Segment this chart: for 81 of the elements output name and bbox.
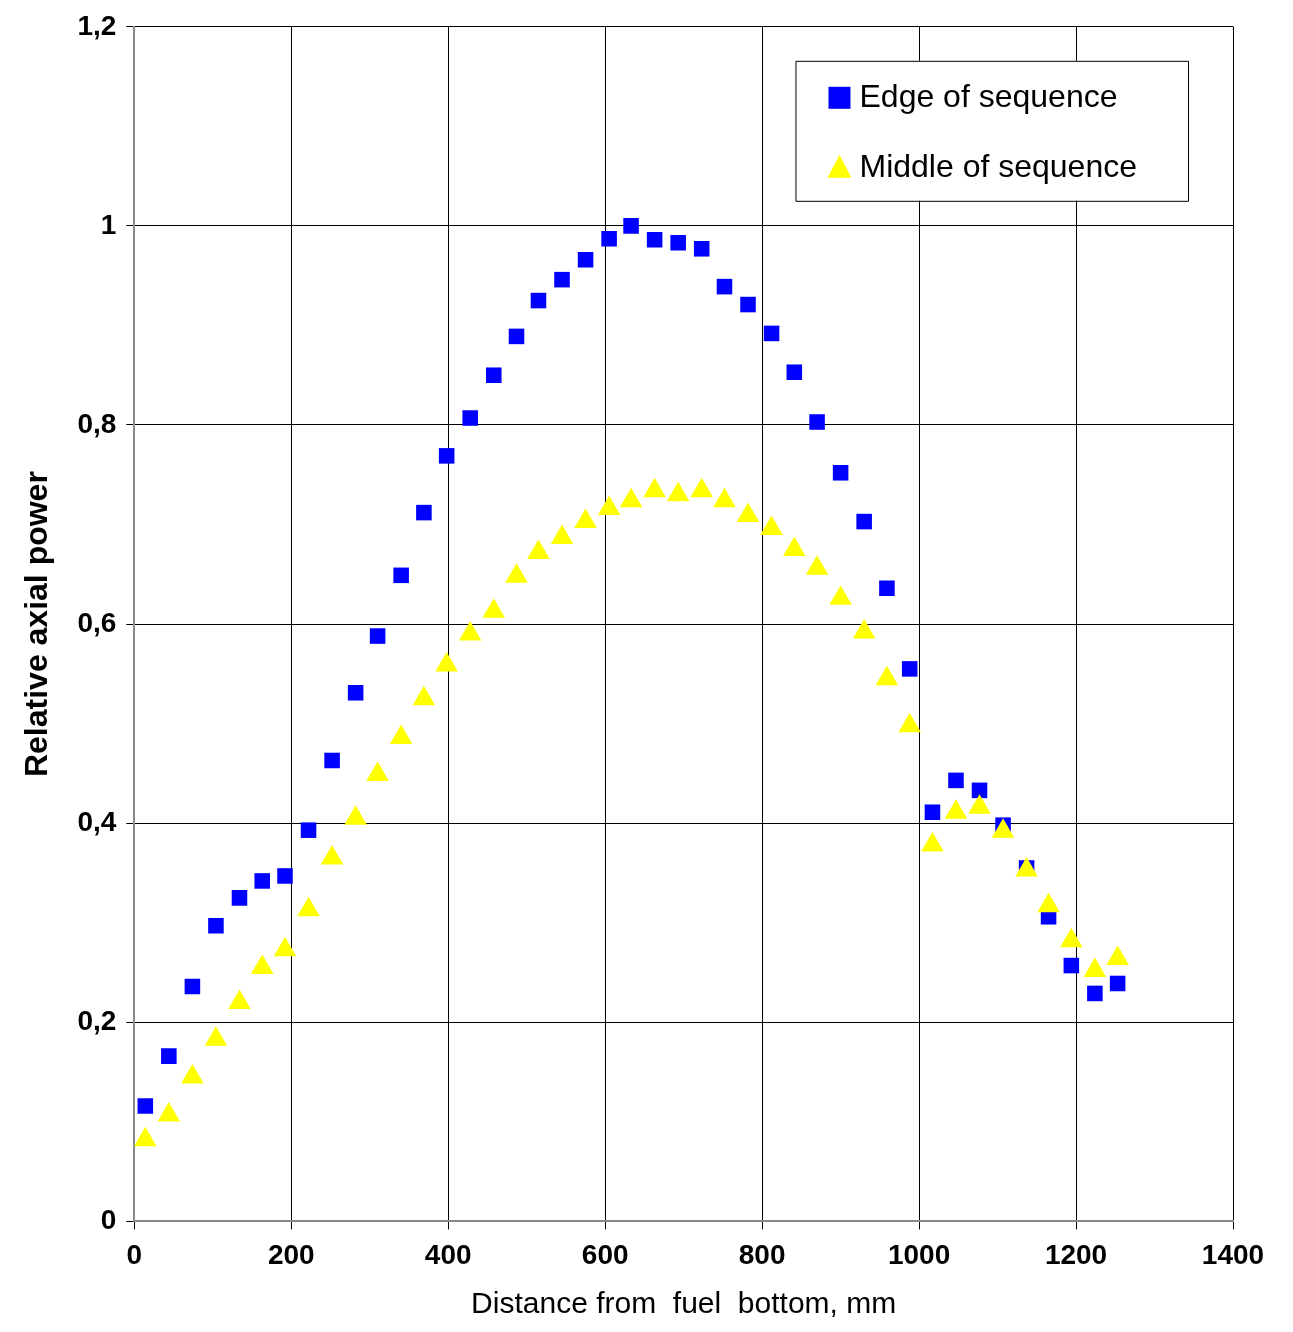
point	[273, 936, 297, 957]
legend-label: Middle of sequence	[859, 147, 1137, 184]
point	[852, 619, 876, 639]
point	[856, 513, 872, 530]
point	[574, 508, 597, 529]
y-tick-label: 1,2	[77, 9, 117, 41]
point	[646, 232, 663, 248]
point	[666, 481, 690, 502]
point	[416, 504, 432, 521]
point	[458, 621, 482, 641]
point	[832, 465, 849, 481]
point	[577, 251, 594, 268]
point	[527, 539, 550, 559]
point	[389, 724, 413, 745]
point	[740, 296, 756, 313]
point	[204, 1026, 228, 1046]
point	[763, 325, 780, 342]
point	[344, 805, 367, 825]
point	[968, 794, 991, 814]
x-tick-label: 0	[126, 1238, 143, 1270]
point	[320, 845, 344, 865]
point	[875, 665, 899, 686]
point	[944, 799, 968, 819]
point	[760, 515, 783, 536]
x-tick-label: 1400	[1201, 1238, 1265, 1270]
x-axis-title: Distance from fuel bottom, mm	[471, 1286, 897, 1320]
legend-label: Edge of sequence	[859, 77, 1118, 114]
point	[805, 555, 829, 575]
point	[228, 989, 251, 1009]
point	[250, 954, 274, 975]
x-tick-label: 400	[424, 1238, 472, 1270]
point	[597, 495, 621, 516]
point	[786, 364, 803, 381]
y-tick-label: 0,6	[77, 606, 117, 638]
point	[783, 536, 806, 556]
point	[1106, 945, 1129, 966]
point	[508, 328, 525, 345]
point	[643, 477, 666, 498]
y-tick-label: 0,8	[77, 407, 117, 439]
point	[601, 231, 617, 247]
point	[898, 712, 921, 733]
point	[412, 685, 436, 706]
point	[736, 502, 760, 523]
point	[670, 235, 686, 251]
point	[181, 1064, 204, 1084]
point	[530, 292, 547, 309]
point	[619, 487, 643, 508]
point	[1083, 957, 1107, 978]
point	[921, 832, 944, 852]
x-tick-label: 600	[581, 1238, 629, 1270]
x-tick-label: 1200	[1044, 1238, 1108, 1270]
x-tick-label: 200	[267, 1238, 315, 1270]
point	[297, 896, 320, 917]
y-axis-title: Relative axial power	[18, 471, 55, 778]
point	[690, 477, 713, 498]
point	[366, 761, 389, 781]
point	[1037, 892, 1060, 913]
x-tick-label: 1000	[887, 1238, 951, 1270]
point	[809, 414, 825, 430]
point	[1060, 927, 1083, 948]
y-tick-label: 0	[100, 1204, 117, 1236]
point	[554, 271, 570, 288]
point	[462, 410, 478, 426]
y-tick-label: 0,4	[77, 805, 117, 837]
x-tick-label: 800	[738, 1238, 786, 1270]
point	[623, 218, 639, 234]
point	[693, 241, 710, 257]
point	[713, 487, 736, 508]
point	[485, 367, 502, 383]
point	[829, 585, 852, 605]
y-tick-label: 1	[100, 208, 117, 240]
point	[435, 651, 458, 672]
point	[134, 1126, 157, 1147]
point	[438, 448, 455, 464]
point	[157, 1101, 181, 1122]
point	[991, 818, 1015, 838]
point	[482, 598, 506, 618]
point	[550, 524, 574, 544]
y-tick-label: 0,2	[77, 1005, 117, 1037]
point	[716, 278, 733, 295]
point	[505, 563, 528, 583]
